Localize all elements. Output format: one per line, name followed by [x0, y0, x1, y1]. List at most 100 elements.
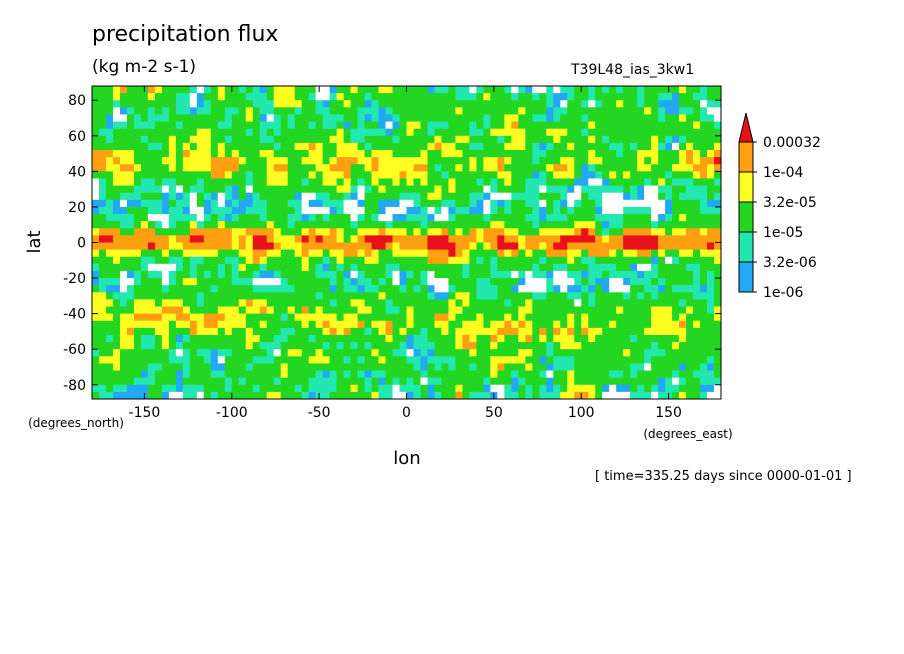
field-cell: [119, 199, 128, 208]
field-cell: [581, 370, 589, 379]
field-cell: [714, 384, 721, 393]
field-cell: [693, 320, 701, 329]
time-footer: [ time=335.25 days since 0000-01-01 ]: [595, 469, 852, 484]
field-cell: [203, 320, 212, 329]
field-cell: [476, 270, 484, 279]
field-cell: [658, 214, 666, 222]
field-cell: [245, 278, 254, 286]
field-cell: [168, 278, 177, 286]
field-cell: [616, 249, 624, 258]
field-cell: [560, 370, 568, 379]
field-cell: [700, 150, 708, 158]
field-cell: [483, 121, 491, 130]
field-cell: [182, 249, 191, 258]
field-cell: [546, 306, 554, 315]
field-cell: [357, 214, 366, 222]
field-cell: [693, 114, 701, 123]
field-cell: [700, 292, 708, 301]
field-cell: [105, 349, 114, 357]
field-cell: [462, 157, 470, 165]
field-cell: [693, 199, 701, 208]
field-cell: [217, 86, 226, 94]
field-cell: [637, 178, 645, 187]
field-cell: [455, 214, 464, 222]
field-cell: [92, 377, 100, 386]
field-cell: [567, 278, 575, 286]
field-cell: [434, 192, 443, 201]
field-cell: [92, 206, 100, 215]
field-cell: [413, 285, 422, 293]
field-cell: [567, 228, 575, 236]
field-cell: [175, 313, 184, 322]
field-cell: [266, 270, 275, 279]
field-cell: [266, 278, 275, 286]
field-cell: [196, 349, 205, 357]
field-cell: [672, 86, 680, 94]
field-cell: [217, 320, 226, 329]
field-cell: [686, 249, 694, 258]
field-cell: [245, 150, 254, 158]
field-cell: [462, 249, 470, 258]
field-cell: [287, 142, 296, 151]
field-cell: [133, 249, 142, 258]
field-cell: [294, 256, 303, 265]
field-cell: [504, 270, 512, 279]
field-cell: [658, 363, 666, 372]
field-cell: [92, 327, 100, 336]
field-cell: [217, 107, 226, 116]
field-cell: [92, 363, 100, 372]
field-cell: [308, 150, 317, 158]
field-cell: [560, 199, 568, 208]
field-cell: [539, 306, 547, 315]
field-cell: [679, 377, 687, 386]
field-cell: [350, 228, 359, 236]
field-cell: [301, 107, 310, 116]
field-cell: [322, 334, 331, 343]
field-cell: [469, 221, 477, 229]
field-cell: [217, 142, 226, 151]
field-cell: [294, 142, 303, 151]
field-cell: [252, 391, 261, 399]
field-cell: [602, 306, 610, 315]
field-cell: [196, 214, 205, 222]
field-cell: [378, 228, 387, 236]
field-cell: [168, 299, 177, 308]
field-cell: [147, 178, 156, 187]
field-cell: [378, 263, 387, 272]
field-cell: [231, 128, 240, 137]
field-cell: [245, 157, 254, 165]
field-cell: [294, 391, 303, 399]
field-cell: [602, 342, 610, 350]
field-cell: [623, 377, 631, 386]
field-cell: [119, 235, 128, 244]
field-cell: [161, 135, 170, 144]
field-cell: [252, 306, 261, 315]
field-cell: [686, 263, 694, 272]
field-cell: [266, 299, 275, 308]
field-cell: [126, 235, 135, 244]
field-cell: [707, 270, 715, 279]
field-cell: [336, 199, 345, 208]
field-cell: [273, 263, 282, 272]
field-cell: [112, 249, 121, 258]
field-cell: [133, 107, 142, 116]
field-cell: [616, 199, 624, 208]
field-cell: [581, 377, 589, 386]
field-cell: [259, 377, 268, 386]
field-cell: [231, 363, 240, 372]
field-cell: [553, 100, 561, 108]
field-cell: [385, 157, 394, 165]
field-cell: [273, 114, 282, 123]
field-cell: [448, 270, 457, 279]
field-cell: [189, 228, 198, 236]
field-cell: [707, 242, 715, 251]
field-cell: [448, 256, 457, 265]
field-cell: [126, 292, 135, 301]
field-cell: [301, 114, 310, 123]
field-cell: [630, 100, 638, 108]
field-cell: [560, 242, 568, 251]
field-cell: [420, 114, 429, 123]
field-cell: [574, 299, 582, 308]
field-cell: [434, 228, 443, 236]
